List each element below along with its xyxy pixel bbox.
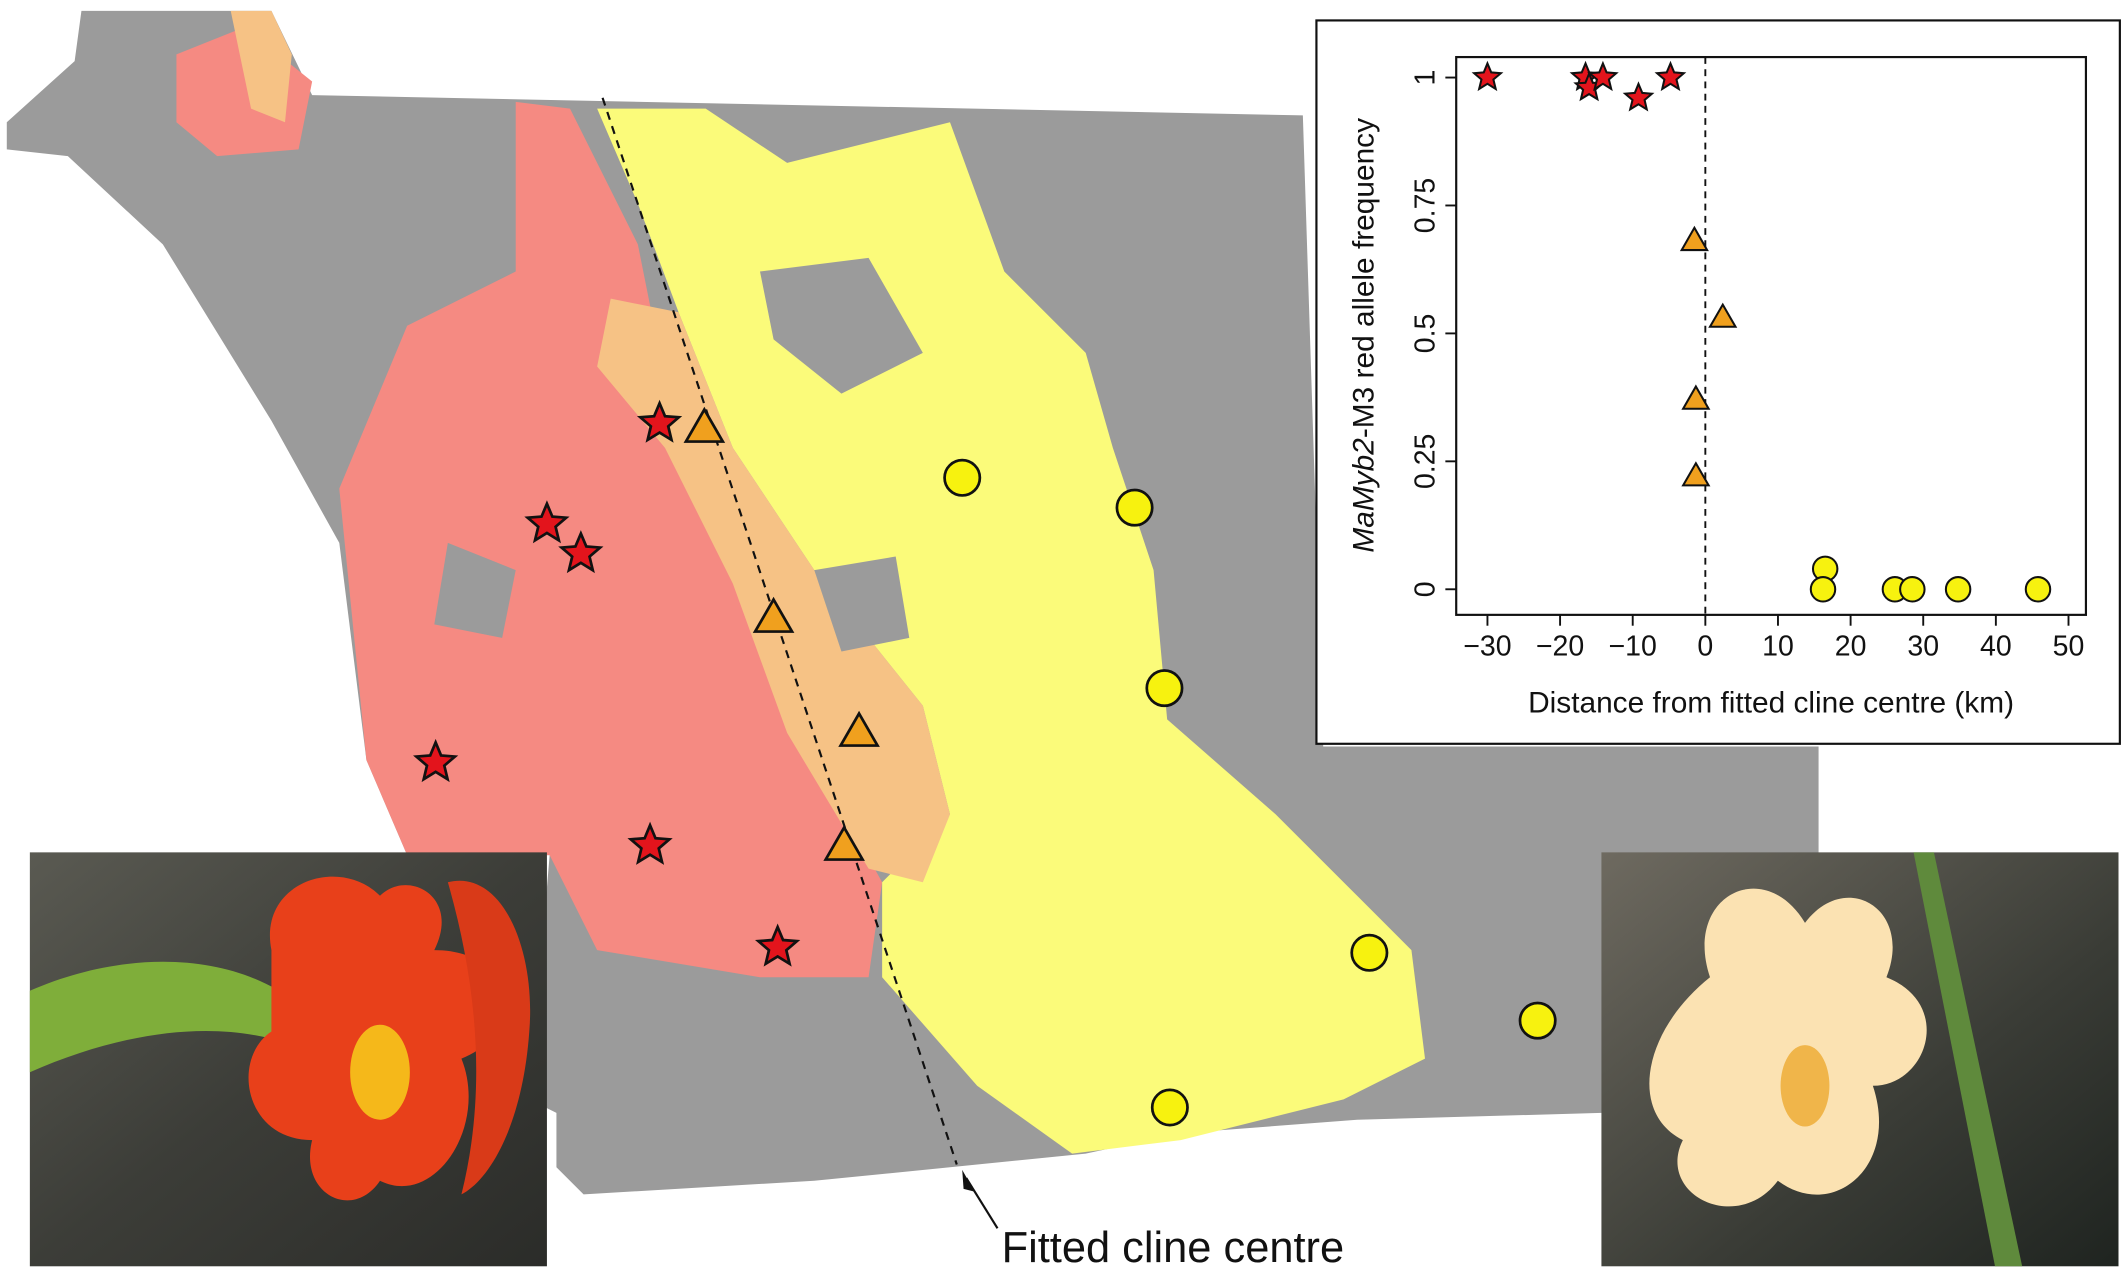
star-marker bbox=[1654, 60, 1687, 92]
circle-marker bbox=[1350, 933, 1389, 972]
x-tick-label: −30 bbox=[1463, 631, 1511, 663]
circle-marker bbox=[943, 458, 982, 497]
star-marker bbox=[636, 399, 683, 443]
circle-marker bbox=[1809, 576, 1837, 603]
x-tick-label: −20 bbox=[1536, 631, 1584, 663]
x-axis-label: Distance from fitted cline centre (km) bbox=[1528, 687, 2014, 720]
plot-frame bbox=[1455, 55, 2088, 616]
orange-region bbox=[230, 10, 292, 123]
triangle-marker bbox=[1679, 225, 1709, 252]
triangle-marker bbox=[752, 596, 795, 633]
y-tick-label: 0.75 bbox=[1410, 178, 1442, 233]
star-marker bbox=[755, 923, 801, 967]
circle-marker bbox=[1115, 488, 1154, 527]
star-marker bbox=[558, 530, 604, 574]
x-tick-label: 40 bbox=[1980, 631, 2012, 663]
yellow-region bbox=[597, 108, 1425, 1154]
star-marker bbox=[1622, 81, 1655, 112]
map: Fitted cline centre bbox=[6, 10, 1819, 1272]
gray-patch bbox=[814, 556, 910, 652]
stem bbox=[1913, 852, 2023, 1267]
y-axis-label-rest: -M3 red allele frequency bbox=[1347, 118, 1380, 438]
petals bbox=[1649, 888, 1927, 1207]
triangle-marker bbox=[823, 824, 865, 861]
circle-marker bbox=[1899, 576, 1926, 603]
x-tick-label: −10 bbox=[1609, 631, 1657, 663]
plot-area: −30 −20 −10 0 10 20 30 40 50 0 0.25 0.5 0.75 1 bbox=[1410, 57, 2085, 663]
triangle-marker bbox=[1681, 384, 1711, 410]
circle-marker bbox=[1944, 576, 1972, 603]
x-tick-label: 0 bbox=[1697, 631, 1713, 663]
stem bbox=[29, 961, 299, 1073]
x-tick-label: 30 bbox=[1907, 631, 1939, 663]
star-marker bbox=[1587, 60, 1619, 92]
red-region bbox=[339, 101, 883, 978]
throat bbox=[1780, 1045, 1830, 1127]
photo-yellow-flower bbox=[1601, 852, 2119, 1267]
circle-marker bbox=[2024, 576, 2052, 603]
circle-marker bbox=[1145, 669, 1184, 708]
triangle-marker bbox=[1708, 302, 1738, 328]
x-tick-label: 20 bbox=[1835, 631, 1867, 663]
star-marker bbox=[413, 738, 459, 783]
y-axis-label-italic: MaMyb2 bbox=[1347, 438, 1380, 553]
x-tick-label: 50 bbox=[2053, 631, 2085, 663]
throat bbox=[350, 1024, 410, 1120]
y-tick-label: 0.5 bbox=[1410, 314, 1442, 354]
y-axis-label: MaMyb2-M3 red allele frequency bbox=[1347, 118, 1380, 553]
star-marker bbox=[1471, 60, 1504, 92]
star-marker bbox=[627, 821, 673, 865]
petals bbox=[447, 880, 531, 1195]
gray-patch bbox=[760, 257, 923, 394]
triangle-marker bbox=[1681, 461, 1711, 487]
site-markers bbox=[413, 399, 1557, 1127]
circle-marker bbox=[1150, 1088, 1189, 1127]
triangle-marker bbox=[838, 710, 880, 747]
circle-marker bbox=[1518, 1001, 1557, 1040]
inset-frame bbox=[1315, 19, 2121, 745]
star-marker bbox=[524, 500, 570, 544]
y-tick-label: 0 bbox=[1410, 581, 1442, 597]
triangle-marker bbox=[683, 406, 726, 443]
x-tick-label: 10 bbox=[1762, 631, 1794, 663]
map-annotation: Fitted cline centre bbox=[1002, 1224, 1345, 1272]
y-tick-label: 1 bbox=[1410, 70, 1442, 86]
photo-red-flower bbox=[29, 852, 547, 1267]
inset-chart: Distance from fitted cline centre (km) M… bbox=[1315, 19, 2121, 745]
y-tick-label: 0.25 bbox=[1410, 434, 1442, 489]
gray-patch bbox=[434, 542, 516, 638]
